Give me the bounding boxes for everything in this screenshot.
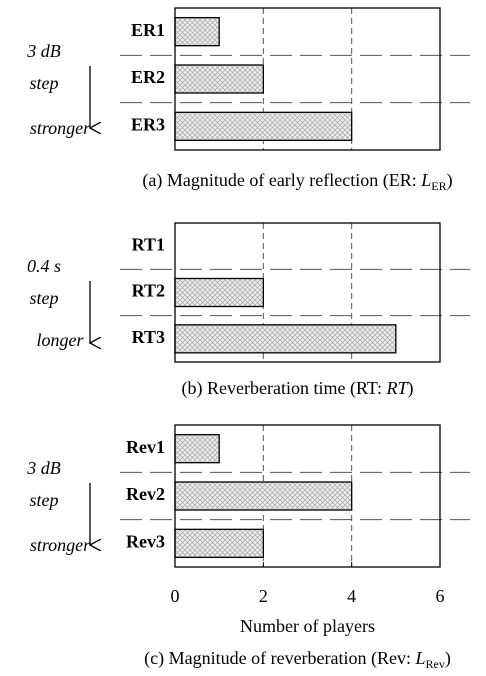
caption-subscript: Rev <box>426 657 445 671</box>
step-size: 0.4 s <box>27 256 61 276</box>
category-label: ER2 <box>131 67 165 87</box>
plot-frame <box>174 222 441 363</box>
caption: (a) Magnitude of early reflection (ER: L… <box>142 170 452 193</box>
bar <box>174 528 264 558</box>
x-tick-label: 2 <box>259 586 268 606</box>
category-label: Rev1 <box>126 437 165 457</box>
step-size: 3 dB <box>26 458 61 478</box>
caption: (b) Reverberation time (RT: RT) <box>182 378 414 399</box>
caption-prefix: (b) Reverberation time (RT: <box>182 378 387 399</box>
bar <box>174 481 353 511</box>
caption-symbol: L <box>415 648 426 668</box>
step-size: 3 dB <box>26 41 61 61</box>
caption-suffix: ) <box>447 170 453 191</box>
category-label: Rev3 <box>126 531 165 551</box>
caption-prefix: (c) Magnitude of reverberation (Rev: <box>144 648 415 669</box>
caption: (c) Magnitude of reverberation (Rev: LRe… <box>144 648 451 671</box>
caption-symbol: RT <box>385 378 409 398</box>
caption-prefix: (a) Magnitude of early reflection (ER: <box>142 170 421 191</box>
plot-frame <box>174 7 441 151</box>
step-label: step <box>30 490 59 510</box>
category-label: RT1 <box>132 234 165 254</box>
caption-suffix: ) <box>407 378 413 399</box>
x-axis-label: Number of players <box>240 616 375 636</box>
direction-label: longer <box>37 330 85 350</box>
bar <box>174 434 220 464</box>
caption-suffix: ) <box>445 648 451 669</box>
bar <box>174 64 264 94</box>
step-label: step <box>30 288 59 308</box>
plot-frame <box>174 424 441 568</box>
caption-subscript: ER <box>431 179 446 193</box>
category-label: RT2 <box>132 281 165 301</box>
category-label: Rev2 <box>126 484 165 504</box>
x-tick-label: 4 <box>347 586 356 606</box>
direction-label: stronger <box>30 118 91 138</box>
caption-symbol: L <box>420 170 431 190</box>
bar <box>174 17 220 47</box>
bar <box>174 111 353 141</box>
x-tick-label: 0 <box>171 586 180 606</box>
category-label: ER1 <box>131 20 165 40</box>
direction-label: stronger <box>30 535 91 555</box>
bar <box>174 277 264 308</box>
step-label: step <box>30 73 59 93</box>
x-tick-label: 6 <box>436 586 445 606</box>
bar <box>174 324 397 354</box>
category-label: ER3 <box>131 114 165 134</box>
category-label: RT3 <box>132 327 165 347</box>
